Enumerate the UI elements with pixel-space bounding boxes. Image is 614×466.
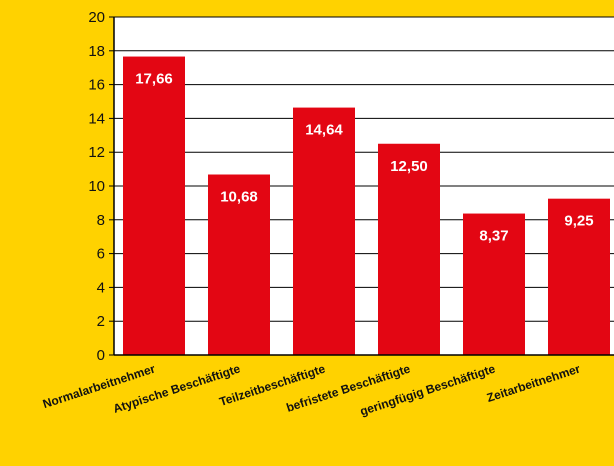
y-tick-label: 14 <box>88 110 105 127</box>
y-tick-label: 20 <box>88 9 105 26</box>
y-tick-label: 18 <box>88 43 105 60</box>
gridlines <box>109 16 614 356</box>
y-tick-label: 6 <box>97 246 105 263</box>
y-tick-label: 16 <box>88 77 105 94</box>
y-tick-label: 4 <box>97 279 105 296</box>
bars <box>123 56 610 356</box>
bar-value-label: 17,66 <box>135 71 173 88</box>
category-label: Zeitarbeitnehmer <box>485 361 582 405</box>
y-tick-label: 8 <box>97 212 105 229</box>
bar <box>123 56 185 356</box>
bar <box>293 107 355 355</box>
value-labels: 17,66 10,68 14,64 12,50 8,37 9,25 <box>135 71 593 245</box>
bar <box>548 198 610 355</box>
bar-value-label: 10,68 <box>220 189 258 206</box>
y-tick-label: 10 <box>88 178 105 195</box>
bar-value-label: 9,25 <box>564 213 593 230</box>
y-tick-label: 12 <box>88 144 105 161</box>
bar-value-label: 14,64 <box>305 122 343 139</box>
bar-value-label: 8,37 <box>479 228 508 245</box>
y-axis-ticks: 0 2 4 6 8 10 12 14 16 18 20 <box>88 9 105 364</box>
y-tick-label: 0 <box>97 347 105 364</box>
bar <box>208 174 270 355</box>
bar <box>378 143 440 355</box>
bar-value-label: 12,50 <box>390 158 428 175</box>
y-tick-label: 2 <box>97 313 105 330</box>
bar <box>463 213 525 355</box>
